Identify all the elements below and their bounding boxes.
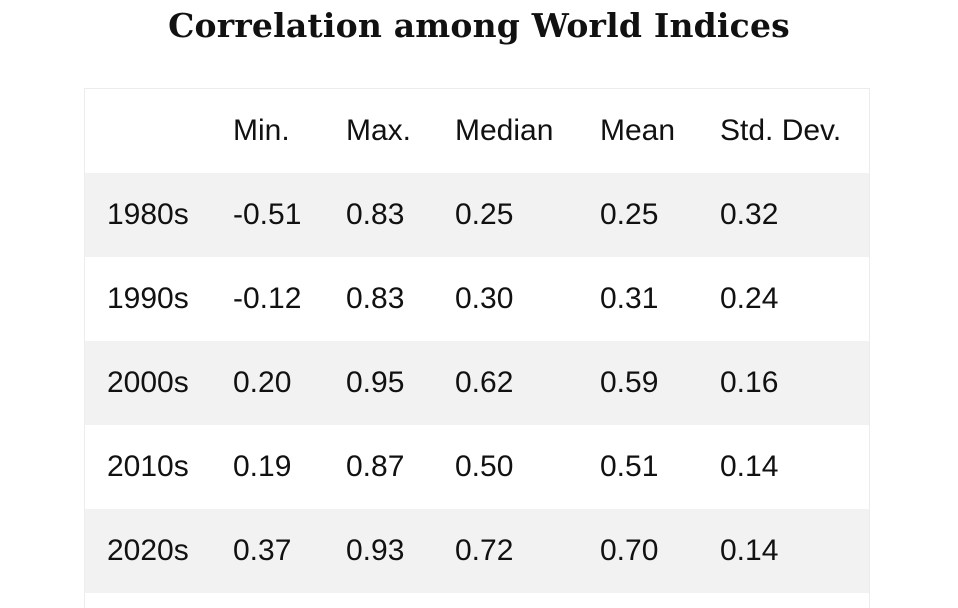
table-cell-mean: 0.59 — [600, 341, 720, 425]
table-header: Min. Max. Median Mean Std. Dev. — [85, 89, 869, 173]
table-cell-median: 0.30 — [455, 257, 600, 341]
table-cell-max: 0.93 — [346, 509, 455, 593]
table-cell-median: 0.25 — [455, 173, 600, 257]
table-cell-max: 0.83 — [346, 257, 455, 341]
table-cell-mean: 0.31 — [600, 257, 720, 341]
stats-table-frame: Min. Max. Median Mean Std. Dev. 1980s -0… — [84, 88, 870, 608]
table-cell-median: 0.50 — [455, 425, 600, 509]
table-cell-min: 0.19 — [233, 425, 346, 509]
header-row: Min. Max. Median Mean Std. Dev. — [85, 89, 869, 173]
stats-table: Min. Max. Median Mean Std. Dev. 1980s -0… — [85, 89, 869, 593]
row-label: 2010s — [85, 425, 233, 509]
header-cell-min: Min. — [233, 89, 346, 173]
table-row: 2020s 0.37 0.93 0.72 0.70 0.14 — [85, 509, 869, 593]
header-cell-mean: Mean — [600, 89, 720, 173]
table-body: 1980s -0.51 0.83 0.25 0.25 0.32 1990s -0… — [85, 173, 869, 593]
header-cell-max: Max. — [346, 89, 455, 173]
table-cell-mean: 0.25 — [600, 173, 720, 257]
table-cell-std-dev: 0.24 — [720, 257, 869, 341]
table-cell-max: 0.87 — [346, 425, 455, 509]
table-cell-std-dev: 0.14 — [720, 509, 869, 593]
row-label: 2000s — [85, 341, 233, 425]
table-row: 2010s 0.19 0.87 0.50 0.51 0.14 — [85, 425, 869, 509]
table-cell-min: 0.20 — [233, 341, 346, 425]
table-cell-min: -0.51 — [233, 173, 346, 257]
table-row: 1980s -0.51 0.83 0.25 0.25 0.32 — [85, 173, 869, 257]
table-cell-max: 0.83 — [346, 173, 455, 257]
table-cell-min: -0.12 — [233, 257, 346, 341]
chart-title: Correlation among World Indices — [168, 6, 790, 45]
table-cell-std-dev: 0.16 — [720, 341, 869, 425]
table-row: 1990s -0.12 0.83 0.30 0.31 0.24 — [85, 257, 869, 341]
header-cell-median: Median — [455, 89, 600, 173]
table-cell-median: 0.72 — [455, 509, 600, 593]
table-cell-median: 0.62 — [455, 341, 600, 425]
table-row: 2000s 0.20 0.95 0.62 0.59 0.16 — [85, 341, 869, 425]
header-cell-std-dev: Std. Dev. — [720, 89, 869, 173]
table-cell-min: 0.37 — [233, 509, 346, 593]
row-label: 2020s — [85, 509, 233, 593]
header-cell-blank — [85, 89, 233, 173]
table-cell-max: 0.95 — [346, 341, 455, 425]
table-cell-std-dev: 0.32 — [720, 173, 869, 257]
table-cell-mean: 0.70 — [600, 509, 720, 593]
table-cell-mean: 0.51 — [600, 425, 720, 509]
row-label: 1990s — [85, 257, 233, 341]
row-label: 1980s — [85, 173, 233, 257]
table-cell-std-dev: 0.14 — [720, 425, 869, 509]
